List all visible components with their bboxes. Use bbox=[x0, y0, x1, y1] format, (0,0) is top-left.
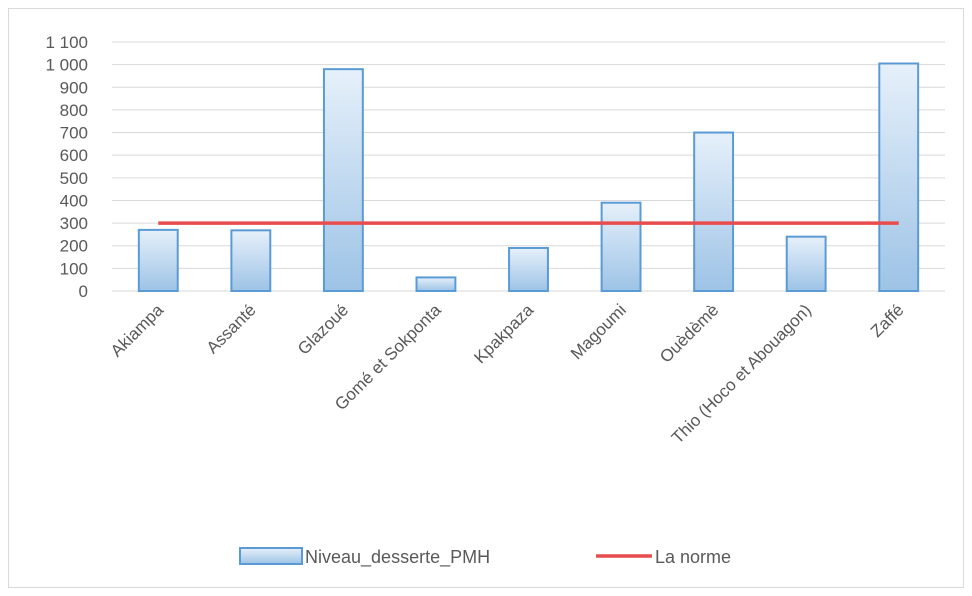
y-axis: 0 100 200 300 400 500 600 700 800 900 1 000 1 100 bbox=[45, 33, 88, 301]
legend-line-label: La norme bbox=[655, 547, 731, 567]
y-tick-label: 600 bbox=[60, 146, 88, 165]
legend: Niveau_desserte_PMH La norme bbox=[239, 547, 731, 568]
x-tick-label: Ouèdèmè bbox=[656, 300, 722, 366]
y-tick-label: 1 000 bbox=[45, 56, 88, 75]
x-tick-label: Magoumi bbox=[567, 300, 630, 363]
y-tick-label: 200 bbox=[60, 237, 88, 256]
bar bbox=[600, 201, 642, 292]
bar bbox=[415, 276, 457, 292]
y-tick-label: 700 bbox=[60, 124, 88, 143]
legend-bar-label: Niveau_desserte_PMH bbox=[305, 547, 490, 568]
bar bbox=[693, 131, 735, 292]
bar bbox=[878, 62, 920, 292]
bar bbox=[785, 235, 827, 293]
legend-bar-swatch bbox=[239, 547, 303, 565]
bar bbox=[322, 68, 364, 292]
y-tick-label: 0 bbox=[79, 282, 88, 301]
y-tick-label: 900 bbox=[60, 78, 88, 97]
y-tick-label: 500 bbox=[60, 169, 88, 188]
bar bbox=[137, 228, 179, 293]
y-tick-label: 300 bbox=[60, 214, 88, 233]
bar bbox=[230, 229, 272, 293]
x-tick-label: Assanté bbox=[203, 300, 260, 357]
y-tick-label: 1 100 bbox=[45, 33, 88, 52]
x-tick-label: Kpakpaza bbox=[470, 300, 537, 367]
bar bbox=[508, 246, 549, 292]
x-tick-label: Akiampa bbox=[107, 300, 168, 361]
bar-series bbox=[137, 62, 920, 293]
x-tick-label: Zaffé bbox=[867, 300, 908, 341]
y-tick-label: 400 bbox=[60, 191, 88, 210]
y-tick-label: 800 bbox=[60, 101, 88, 120]
chart-frame bbox=[8, 8, 964, 588]
x-tick-label: Glazoué bbox=[294, 300, 352, 358]
y-tick-label: 100 bbox=[60, 259, 88, 278]
